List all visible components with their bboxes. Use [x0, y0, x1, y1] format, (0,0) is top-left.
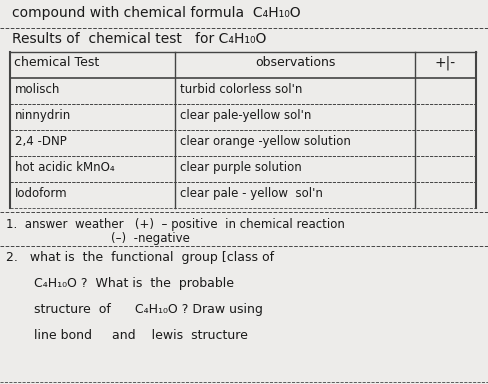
Text: structure  of      C₄H₁₀O ? Draw using: structure of C₄H₁₀O ? Draw using: [6, 303, 263, 316]
Text: clear purple solution: clear purple solution: [180, 161, 302, 174]
Text: Iodoform: Iodoform: [15, 187, 68, 200]
Text: compound with chemical formula  C₄H₁₀O: compound with chemical formula C₄H₁₀O: [12, 6, 301, 20]
Text: turbid colorless sol'n: turbid colorless sol'n: [180, 83, 303, 96]
Text: clear pale - yellow  sol'n: clear pale - yellow sol'n: [180, 187, 323, 200]
Text: 2,4 -DNP: 2,4 -DNP: [15, 135, 67, 148]
Text: +|-: +|-: [435, 56, 456, 71]
Text: clear pale-yellow sol'n: clear pale-yellow sol'n: [180, 109, 311, 122]
Text: (–)  -negative: (–) -negative: [6, 232, 190, 245]
Text: Results of  chemical test   for C₄H₁₀O: Results of chemical test for C₄H₁₀O: [12, 32, 266, 46]
Text: line bond     and    lewis  structure: line bond and lewis structure: [6, 329, 248, 342]
Text: hot acidic kMnO₄: hot acidic kMnO₄: [15, 161, 115, 174]
Text: observations: observations: [255, 56, 335, 69]
Text: clear orange -yellow solution: clear orange -yellow solution: [180, 135, 351, 148]
Text: molisch: molisch: [15, 83, 61, 96]
Text: C₄H₁₀O ?  What is  the  probable: C₄H₁₀O ? What is the probable: [6, 277, 234, 290]
Text: chemical Test: chemical Test: [14, 56, 99, 69]
Text: 2.   what is  the  functional  group [class of: 2. what is the functional group [class o…: [6, 251, 274, 264]
Text: ninnydrin: ninnydrin: [15, 109, 71, 122]
Text: 1.  answer  weather   (+)  – positive  in chemical reaction: 1. answer weather (+) – positive in chem…: [6, 218, 345, 231]
